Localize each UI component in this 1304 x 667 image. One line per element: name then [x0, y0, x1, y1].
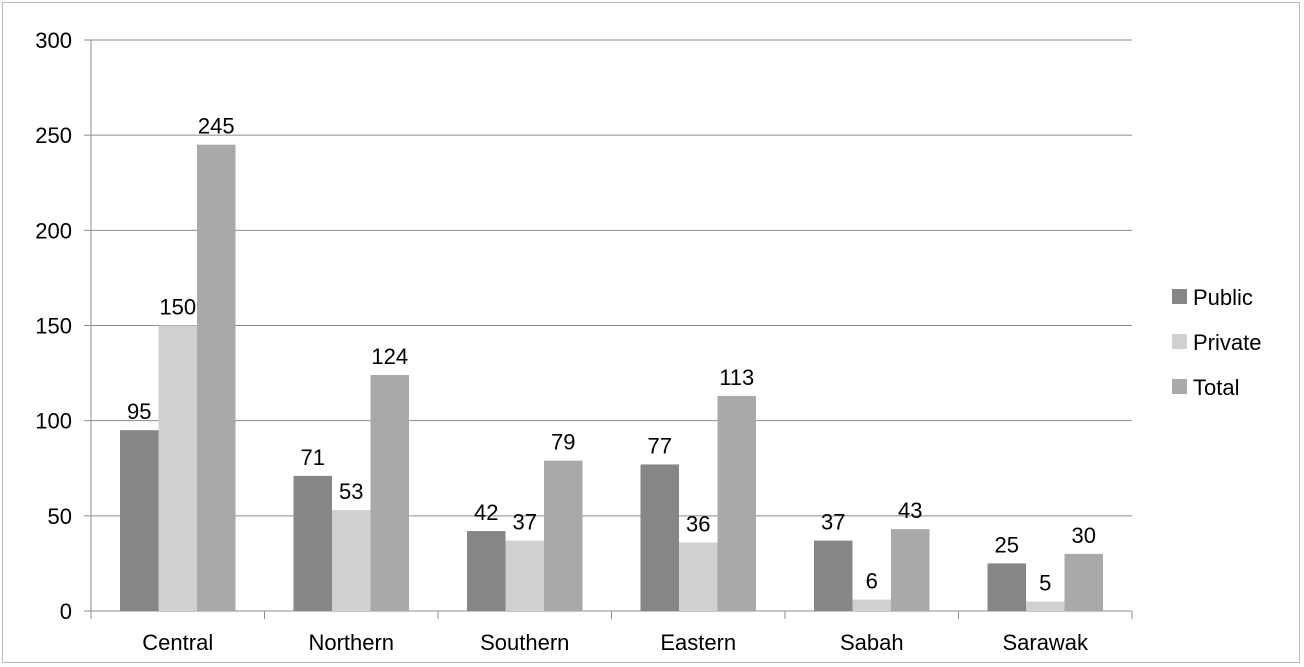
data-label: 30	[1072, 523, 1096, 548]
data-labels: 95 150 245 71 53 124 42 37 79 77 36 113 37 6 43 25 5 30	[127, 114, 1096, 596]
bar-private-eastern	[679, 542, 718, 611]
x-tick-label: Southern	[480, 630, 569, 655]
bar-total-northern	[370, 374, 409, 611]
data-label: 5	[1039, 570, 1051, 595]
bar-private-sabah	[852, 599, 891, 611]
data-label: 37	[513, 510, 537, 535]
bar-private-northern	[332, 510, 371, 611]
data-label: 124	[371, 344, 408, 369]
bar-private-sarawak	[1026, 601, 1065, 611]
y-tick-label: 150	[35, 314, 72, 339]
legend-swatch	[1172, 289, 1187, 304]
bar-total-central	[197, 144, 236, 611]
x-tick-label: Sabah	[840, 630, 904, 655]
bar-total-southern	[544, 460, 583, 611]
legend: Public Private Total	[1172, 285, 1261, 400]
legend-label: Private	[1193, 330, 1261, 355]
data-label: 150	[159, 295, 196, 320]
data-label: 79	[551, 430, 575, 455]
legend-label: Total	[1193, 375, 1239, 400]
bar-public-sabah	[814, 540, 853, 611]
bar-private-central	[158, 325, 197, 611]
bar-public-northern	[293, 475, 332, 611]
bar-public-central	[120, 430, 159, 611]
x-axis-ticks: Central Northern Southern Eastern Sabah Saraw…	[90, 611, 1133, 655]
bar-private-southern	[505, 540, 544, 611]
data-label: 113	[719, 365, 754, 390]
data-label: 95	[127, 399, 151, 424]
legend-swatch	[1172, 379, 1187, 394]
data-label: 71	[301, 445, 325, 470]
x-tick-label: Central	[142, 630, 213, 655]
bars	[120, 144, 1103, 611]
y-tick-label: 50	[48, 504, 72, 529]
bar-total-sarawak	[1064, 553, 1103, 611]
gridlines	[91, 39, 1132, 517]
x-tick-label: Northern	[308, 630, 394, 655]
data-label: 36	[686, 511, 710, 536]
y-tick-label: 0	[60, 599, 72, 624]
data-label: 37	[821, 510, 845, 535]
legend-swatch	[1172, 334, 1187, 349]
data-label: 245	[198, 114, 235, 139]
data-label: 25	[995, 532, 1019, 557]
y-axis-ticks: 0 50 100 150 200 250 300	[35, 28, 91, 624]
data-label: 77	[648, 433, 672, 458]
legend-label: Public	[1193, 285, 1253, 310]
bar-public-sarawak	[987, 563, 1026, 611]
x-tick-label: Eastern	[660, 630, 736, 655]
data-label: 42	[474, 500, 498, 525]
bar-public-southern	[467, 531, 506, 611]
bar-public-eastern	[640, 464, 679, 611]
bar-total-sabah	[891, 529, 930, 611]
data-label: 53	[339, 479, 363, 504]
data-label: 43	[898, 498, 922, 523]
data-label: 6	[866, 569, 878, 594]
y-tick-label: 300	[35, 28, 72, 53]
x-tick-label: Sarawak	[1002, 630, 1089, 655]
y-tick-label: 200	[35, 218, 72, 243]
y-tick-label: 250	[35, 123, 72, 148]
y-tick-label: 100	[35, 409, 72, 434]
bar-total-eastern	[717, 395, 756, 611]
